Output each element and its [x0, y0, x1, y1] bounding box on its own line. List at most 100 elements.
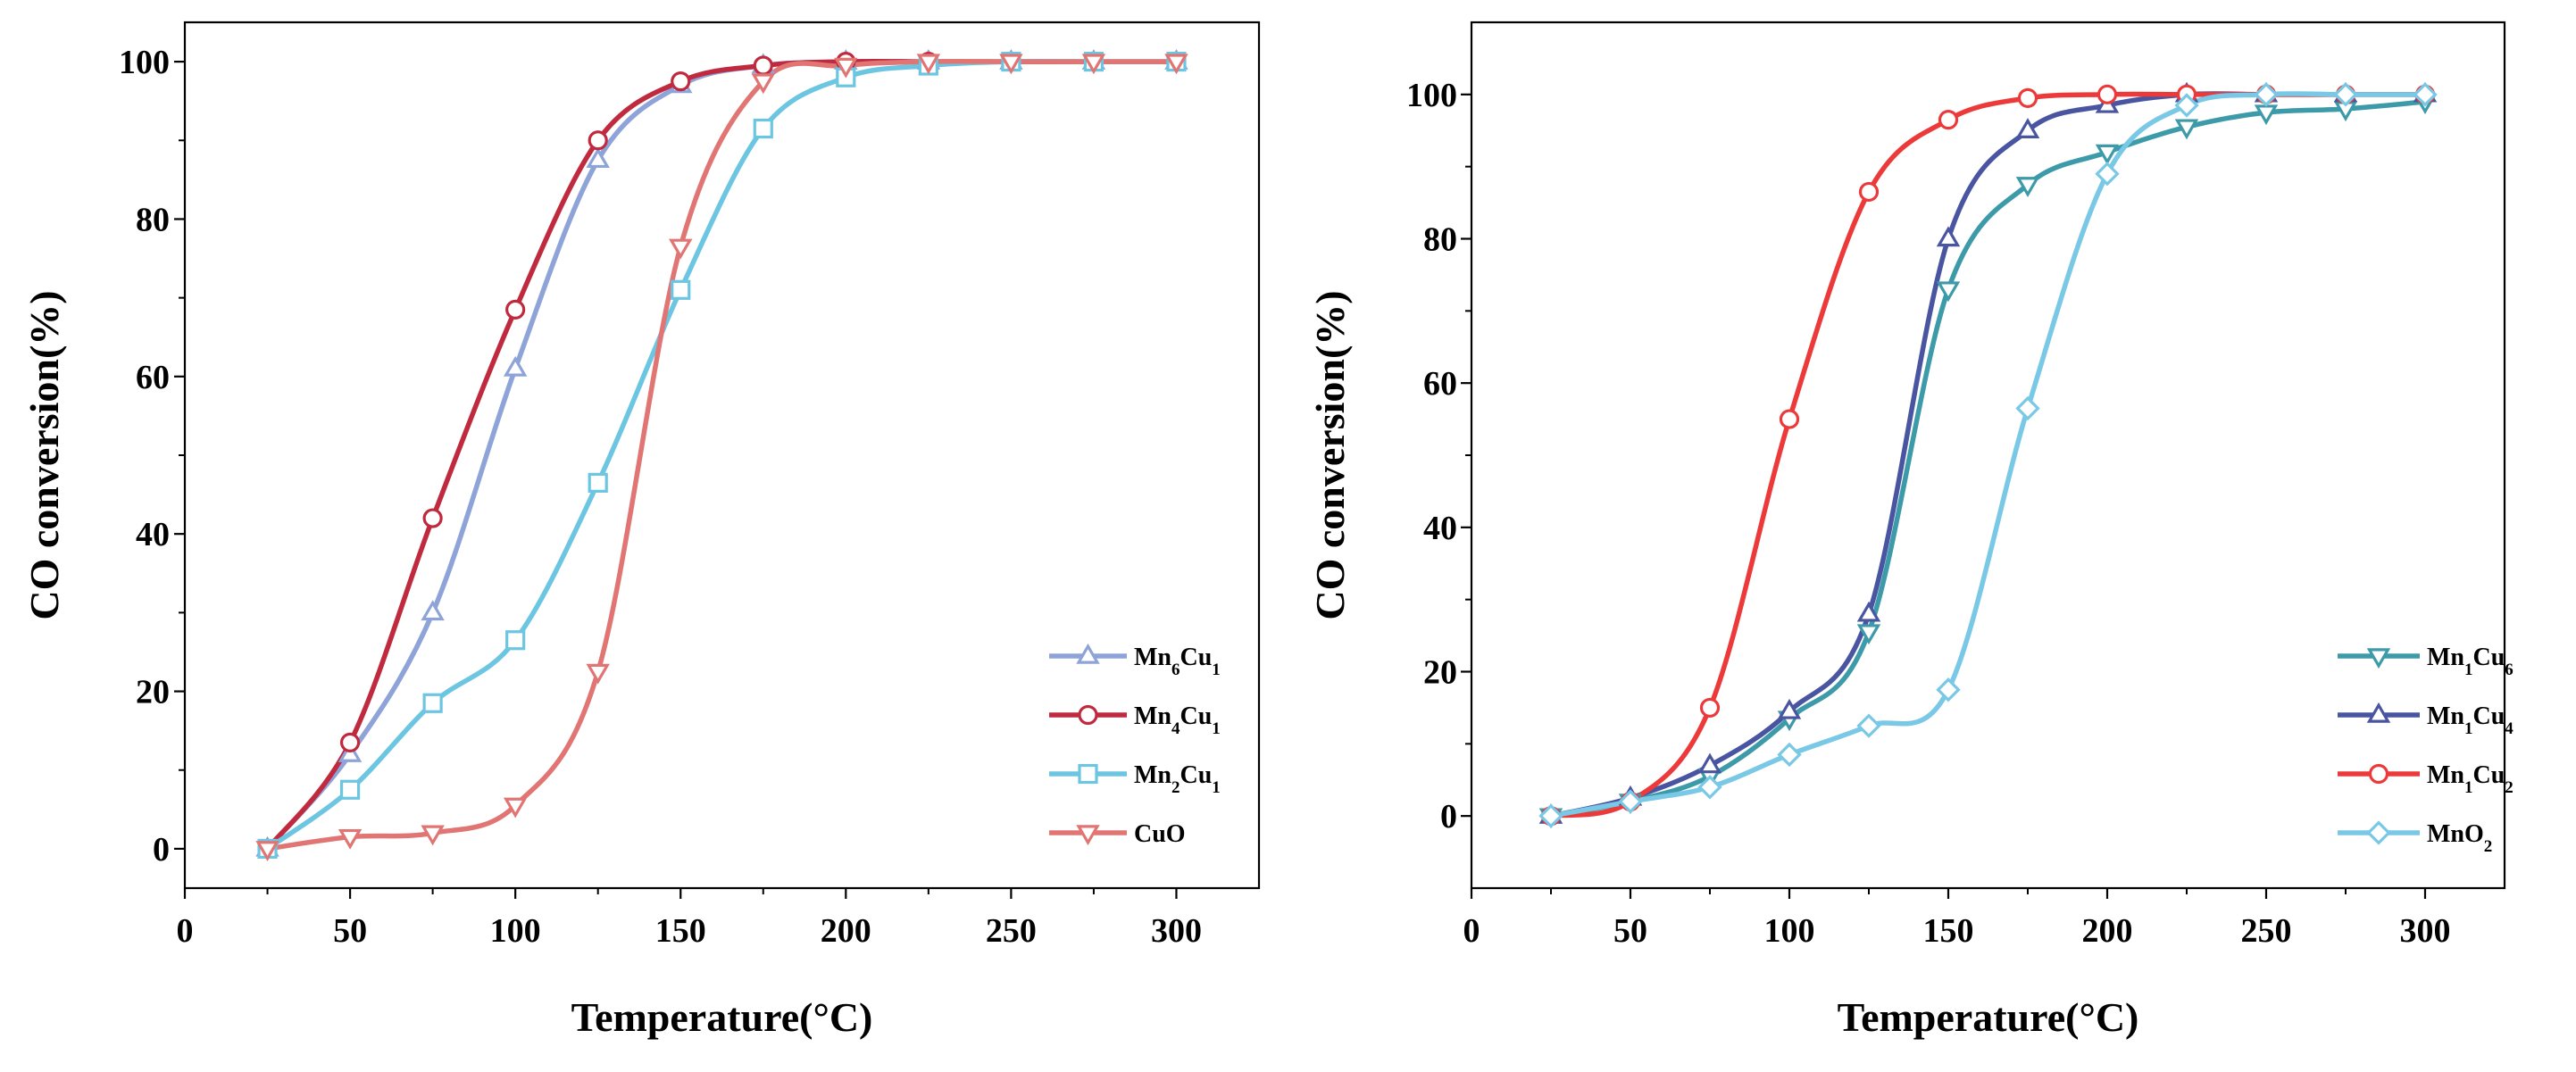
data-point — [1777, 698, 1802, 719]
data-point — [2015, 118, 2040, 138]
legend-marker — [1076, 825, 1100, 846]
data-point — [421, 600, 445, 621]
legend-subscript: 1 — [2464, 719, 2473, 738]
data-point — [1858, 181, 1880, 203]
legend-text-part: Cu — [2473, 644, 2505, 671]
series-line-Mn2Cu1 — [265, 59, 1177, 852]
legend-subscript: 4 — [2505, 719, 2513, 738]
legend-marker — [2366, 702, 2391, 723]
y-tick-label: 100 — [119, 44, 170, 81]
data-point — [2015, 177, 2040, 197]
legend-marker — [1078, 704, 1098, 726]
legend-text-part: MnO — [2427, 820, 2484, 848]
data-point — [1936, 226, 1961, 247]
data-point — [2254, 82, 2279, 107]
legend-text-part: Cu — [1180, 702, 1213, 730]
data-point — [1538, 803, 1563, 828]
data-point — [339, 779, 361, 800]
data-point — [422, 693, 443, 713]
data-point — [505, 630, 526, 651]
data-point — [1856, 624, 1881, 645]
data-point — [671, 279, 691, 300]
legend-text-part: Mn — [1134, 644, 1171, 671]
x-axis-title: Temperature(°C) — [571, 994, 873, 1040]
legend-subscript: 6 — [2505, 661, 2513, 679]
x-tick-label: 100 — [1764, 912, 1815, 950]
y-tick-label: 0 — [1440, 798, 1457, 835]
x-tick-label: 0 — [177, 912, 194, 950]
data-point — [671, 71, 691, 92]
series-markers-Mn1Cu4 — [1538, 81, 2438, 824]
y-tick-label: 60 — [136, 359, 170, 396]
series-markers-Mn1Cu2 — [1540, 84, 2436, 827]
series-line-Mn1Cu4 — [1550, 91, 2425, 819]
legend-text-part: Mn — [2427, 702, 2464, 730]
data-point — [1697, 775, 1722, 800]
data-point — [1779, 409, 1800, 429]
data-point — [1936, 677, 1961, 702]
data-point — [503, 355, 528, 377]
data-point — [1936, 281, 1961, 303]
series-markers-CuO — [255, 54, 1188, 862]
legend-subscript: 2 — [1171, 778, 1180, 797]
legend-subscript: 2 — [2484, 837, 2493, 856]
y-tick-label: 40 — [136, 516, 170, 553]
legend-marker — [1078, 763, 1098, 785]
y-tick-label: 80 — [136, 201, 170, 238]
data-point — [999, 54, 1023, 75]
x-tick-label: 150 — [655, 912, 706, 950]
data-point — [2095, 162, 2120, 187]
x-tick-label: 50 — [1613, 912, 1647, 950]
legend-subscript: 1 — [1212, 778, 1221, 797]
legend-text-part: Mn — [1134, 702, 1171, 730]
legend-subscript: 1 — [2464, 778, 2473, 797]
legend-label-Mn1Cu2: Mn1Cu2 — [2427, 761, 2513, 797]
legend-label-Mn1Cu6: Mn1Cu6 — [2427, 644, 2513, 679]
legend-label-CuO: CuO — [1134, 820, 1186, 848]
data-point — [834, 57, 858, 79]
legend-text-part: Mn — [2427, 761, 2464, 789]
legend-marker — [2366, 820, 2391, 845]
data-point — [2097, 84, 2118, 104]
legend-label-Mn4Cu1: Mn4Cu1 — [1134, 702, 1221, 738]
y-axis-title: CO conversion(%) — [21, 290, 67, 619]
legend-text-part: CuO — [1134, 820, 1186, 848]
x-tick-label: 100 — [490, 912, 541, 950]
legend-label-Mn1Cu4: Mn1Cu4 — [2427, 702, 2513, 738]
series-line-MnO2 — [1550, 91, 2425, 819]
y-tick-label: 20 — [136, 674, 170, 711]
x-axis-title: Temperature(°C) — [1838, 994, 2139, 1040]
data-point — [338, 741, 363, 762]
data-point — [2413, 82, 2438, 107]
chart-panel-2: 0 50 100 150 200 250 300 0 20 40 60 80 100 Temperatur… — [1307, 21, 2513, 1040]
data-point — [1856, 601, 1881, 622]
y-tick-label: 0 — [153, 831, 170, 868]
data-point — [1081, 54, 1106, 75]
data-point — [2174, 119, 2199, 140]
series-markers-MnO2 — [1538, 82, 2438, 828]
legend-marker — [2366, 648, 2391, 669]
x-tick-label: 200 — [2082, 912, 2133, 950]
data-point — [2095, 144, 2120, 165]
legend-subscript: 1 — [1212, 719, 1221, 738]
series-line-Mn1Cu6 — [1550, 99, 2426, 819]
data-point — [753, 55, 773, 76]
y-tick-label: 60 — [1423, 365, 1457, 403]
data-point — [2174, 93, 2199, 118]
series-markers-Mn6Cu1 — [255, 48, 1188, 857]
legend-text-part: Mn — [2427, 644, 2464, 671]
x-tick-label: 50 — [333, 912, 367, 950]
data-point — [586, 147, 610, 169]
legend-label-Mn6Cu1: Mn6Cu1 — [1134, 644, 1221, 679]
data-point — [2017, 87, 2038, 108]
data-point — [1697, 752, 1722, 774]
plot-frame — [1470, 21, 2506, 890]
data-point — [586, 663, 610, 685]
series-line-Mn1Cu2 — [1550, 91, 2425, 819]
data-point — [422, 508, 443, 528]
data-point — [1777, 742, 1802, 768]
